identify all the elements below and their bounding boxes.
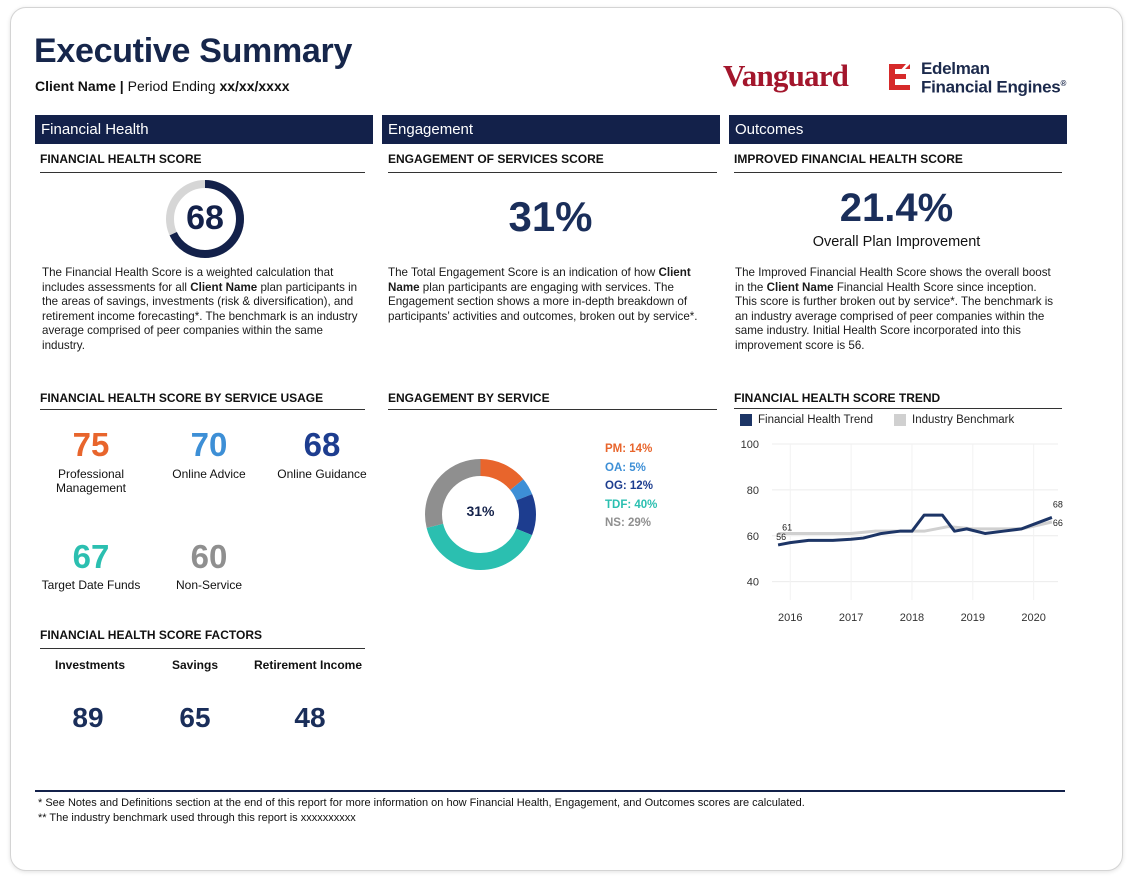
section-bar-engagement: Engagement — [382, 115, 720, 144]
improved-score-caption: Overall Plan Improvement — [812, 234, 981, 250]
desc-text: The Improved Financial Health Score show… — [735, 266, 1051, 294]
footer-divider — [35, 790, 1065, 792]
donut-slice-og — [425, 459, 536, 570]
series-start-label: 61 — [782, 522, 792, 532]
footnote-1: * See Notes and Definitions section at t… — [38, 797, 805, 809]
donut-slice-tdf — [425, 459, 536, 570]
efe-mark: ® — [1060, 79, 1067, 88]
efe-logo-icon — [889, 64, 910, 90]
report-card — [10, 7, 1123, 871]
gauge-progress — [166, 180, 244, 258]
series-line-financial-health-trend — [777, 513, 1053, 547]
series-end-label: 68 — [1053, 499, 1063, 509]
vanguard-logo: Vanguard — [723, 58, 849, 93]
section-bar-financial-health: Financial Health — [35, 115, 373, 144]
y-tick-label: 60 — [747, 531, 759, 543]
donut-slice-ns — [425, 459, 536, 570]
usage-label-oa: Online Advice — [172, 467, 246, 481]
divider — [40, 409, 365, 410]
legend-label-1: Industry Benchmark — [912, 414, 1015, 426]
efe-logo-text: Edelman Financial Engines® — [921, 59, 1067, 97]
legend-label-0: Financial Health Trend — [758, 414, 873, 426]
engagement-score-value: 31% — [508, 193, 593, 240]
efe-line-1: Edelman — [921, 59, 990, 78]
financial-health-gauge — [166, 180, 244, 258]
desc-text: The Total Engagement Score is an indicat… — [388, 266, 659, 279]
series-end-label: 66 — [1053, 518, 1063, 528]
legend-ns: NS: 29% — [605, 517, 652, 529]
desc-bold: Client Name — [766, 280, 834, 294]
engagement-legend: PM: 14% OA: 5% OG: 12% TDF: 40% NS: 29% — [605, 440, 657, 533]
divider — [734, 408, 1062, 409]
factor-value-savings: 65 — [179, 702, 211, 733]
separator: | — [115, 78, 128, 94]
client-period-line: Client Name | Period Ending xx/xx/xxxx — [35, 78, 290, 94]
x-tick-label: 2020 — [1021, 612, 1045, 624]
improved-score-value: 21.4% — [839, 186, 954, 230]
legend-swatch-0 — [740, 414, 752, 426]
engagement-donut-chart — [425, 459, 536, 570]
desc-text: The Financial Health Score is a weighted… — [42, 266, 334, 294]
engagement-score-heading: ENGAGEMENT OF SERVICES SCORE — [388, 152, 604, 166]
x-tick-label: 2017 — [839, 612, 863, 624]
usage-label-ns: Non-Service — [175, 578, 243, 592]
donut-center-label: 31% — [466, 503, 495, 519]
divider — [40, 172, 365, 173]
section-bar-outcomes: Outcomes — [729, 115, 1067, 144]
divider — [734, 172, 1062, 173]
efe-line-2: Financial Engines® — [921, 76, 1067, 97]
factor-value-investments: 89 — [72, 702, 104, 733]
score-by-service-heading: FINANCIAL HEALTH SCORE BY SERVICE USAGE — [40, 391, 324, 405]
legend-og: OG: 12% — [605, 480, 653, 492]
divider — [388, 409, 717, 410]
usage-score-ns: 60 — [190, 538, 228, 575]
legend-oa: OA: 5% — [605, 461, 646, 474]
outcomes-description: The Improved Financial Health Score show… — [735, 266, 1057, 354]
usage-label-pm: Professional Management — [55, 467, 127, 495]
x-tick-label: 2016 — [778, 612, 802, 624]
divider — [388, 172, 717, 173]
factor-label-investments: Investments — [54, 658, 126, 672]
factor-label-savings: Savings — [171, 658, 219, 672]
footnote-2: ** The industry benchmark used through t… — [38, 812, 356, 824]
client-name: Client Name — [35, 78, 116, 94]
usage-label-og: Online Guidance — [277, 467, 367, 481]
y-tick-label: 100 — [741, 439, 759, 451]
page-title: Executive Summary — [34, 32, 353, 70]
desc-bold: Client Name — [190, 280, 258, 294]
usage-score-og: 68 — [303, 426, 341, 463]
usage-score-pm: 75 — [72, 426, 110, 463]
legend-swatch-1 — [894, 414, 906, 426]
legend-tdf: TDF: 40% — [605, 498, 658, 511]
x-tick-label: 2018 — [900, 612, 924, 624]
improved-score-heading: IMPROVED FINANCIAL HEALTH SCORE — [734, 152, 963, 166]
desc-bold: Client Name — [388, 266, 691, 294]
usage-score-tdf: 67 — [72, 538, 110, 575]
financial-health-description: The Financial Health Score is a weighted… — [42, 266, 362, 354]
usage-score-oa: 70 — [190, 426, 228, 463]
financial-health-score-heading: FINANCIAL HEALTH SCORE — [40, 152, 202, 166]
period-value: xx/xx/xxxx — [219, 78, 290, 94]
y-tick-label: 80 — [747, 485, 759, 497]
financial-health-score-value: 68 — [186, 199, 224, 237]
period-label: Period Ending — [127, 78, 220, 94]
score-factors-heading: FINANCIAL HEALTH SCORE FACTORS — [40, 628, 263, 642]
factor-value-retirement-income: 48 — [294, 702, 326, 733]
series-start-label: 56 — [776, 532, 786, 542]
divider — [40, 648, 365, 649]
efe-line-2-text: Financial Engines — [921, 77, 1061, 97]
trend-line-chart: Financial Health Trend Industry Benchmark… — [740, 414, 1063, 624]
desc-text: Financial Health Score since inception. … — [735, 280, 1054, 352]
engagement-by-service-heading: ENGAGEMENT BY SERVICE — [388, 391, 550, 405]
engagement-description: The Total Engagement Score is an indicat… — [388, 266, 713, 324]
trend-heading: FINANCIAL HEALTH SCORE TREND — [734, 391, 941, 405]
usage-label-tdf: Target Date Funds — [41, 578, 141, 592]
desc-text: plan participants in the areas of saving… — [42, 280, 358, 352]
x-tick-label: 2019 — [961, 612, 985, 624]
y-tick-label: 40 — [747, 577, 759, 589]
legend-pm: PM: 14% — [605, 443, 653, 455]
desc-text: plan participants are engaging with serv… — [388, 280, 698, 323]
factor-label-retirement-income: Retirement Income — [253, 658, 363, 672]
